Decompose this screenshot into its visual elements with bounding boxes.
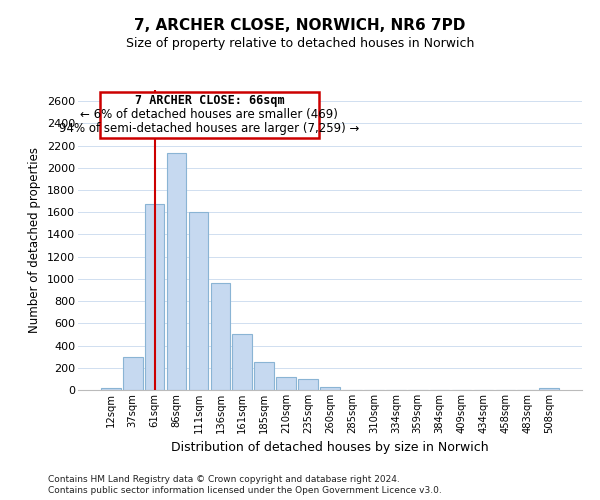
Bar bbox=[254, 362, 274, 390]
Bar bbox=[101, 388, 121, 390]
Text: Size of property relative to detached houses in Norwich: Size of property relative to detached ho… bbox=[126, 38, 474, 51]
Bar bbox=[320, 386, 340, 390]
Bar bbox=[123, 357, 143, 390]
Text: 94% of semi-detached houses are larger (7,259) →: 94% of semi-detached houses are larger (… bbox=[59, 122, 359, 135]
Bar bbox=[211, 283, 230, 390]
Bar bbox=[145, 204, 164, 390]
Text: 7 ARCHER CLOSE: 66sqm: 7 ARCHER CLOSE: 66sqm bbox=[134, 94, 284, 106]
X-axis label: Distribution of detached houses by size in Norwich: Distribution of detached houses by size … bbox=[171, 442, 489, 454]
Y-axis label: Number of detached properties: Number of detached properties bbox=[28, 147, 41, 333]
Bar bbox=[232, 334, 252, 390]
Text: Contains HM Land Registry data © Crown copyright and database right 2024.: Contains HM Land Registry data © Crown c… bbox=[48, 475, 400, 484]
Text: Contains public sector information licensed under the Open Government Licence v3: Contains public sector information licen… bbox=[48, 486, 442, 495]
Bar bbox=[167, 154, 187, 390]
Bar bbox=[276, 376, 296, 390]
Bar bbox=[298, 380, 318, 390]
Bar bbox=[539, 388, 559, 390]
Text: 7, ARCHER CLOSE, NORWICH, NR6 7PD: 7, ARCHER CLOSE, NORWICH, NR6 7PD bbox=[134, 18, 466, 32]
Text: ← 6% of detached houses are smaller (469): ← 6% of detached houses are smaller (469… bbox=[80, 108, 338, 121]
Bar bbox=[188, 212, 208, 390]
FancyBboxPatch shape bbox=[100, 92, 319, 138]
